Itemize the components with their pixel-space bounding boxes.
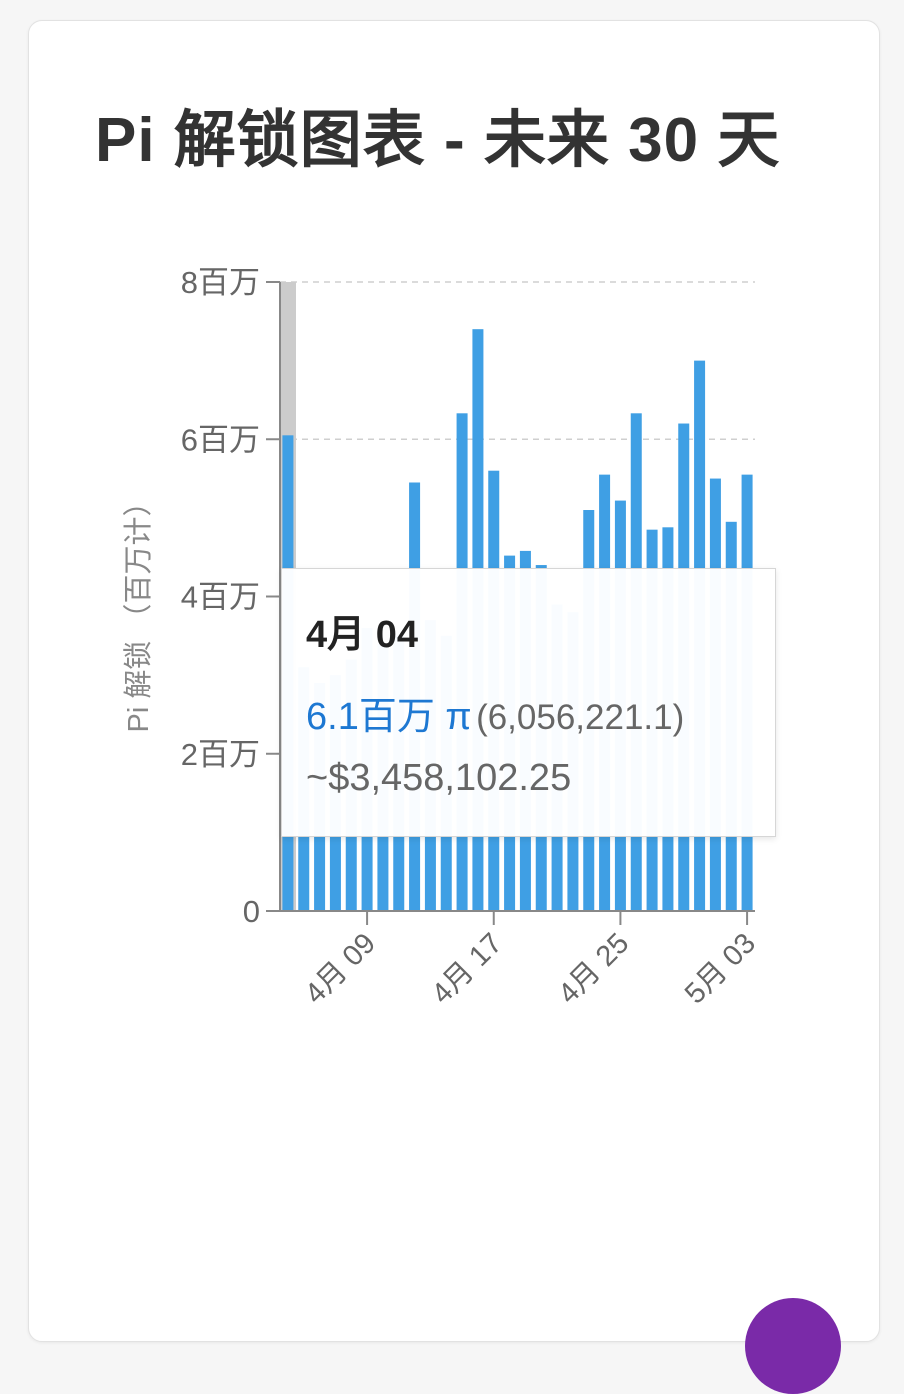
y-axis-title: Pi 解锁 （百万计） [122, 488, 155, 733]
y-tick-label: 4百万 [181, 580, 260, 615]
y-tick-label: 8百万 [181, 265, 260, 300]
tooltip-exact: (6,056,221.1) [476, 698, 685, 737]
floating-action-button[interactable] [745, 1298, 841, 1394]
x-tick-label: 4月 25 [552, 927, 635, 1010]
tooltip-amount: 6.1百万 π [306, 696, 472, 738]
tooltip-usd: ~$3,458,102.25 [306, 757, 572, 799]
card-title: Pi 解锁图表 - 未来 30 天 [95, 106, 781, 175]
y-tick-label: 0 [243, 894, 260, 929]
x-tick-label: 5月 03 [679, 927, 762, 1010]
x-tick-label: 4月 17 [426, 927, 509, 1010]
chart-tooltip: 4月 04 6.1百万 π (6,056,221.1) ~$3,458,102.… [281, 568, 776, 837]
x-tick-label: 4月 09 [299, 927, 382, 1010]
tooltip-date: 4月 04 [306, 614, 418, 656]
y-tick-label: 6百万 [181, 422, 260, 457]
y-tick-label: 2百万 [181, 737, 260, 772]
tooltip-amount-line: 6.1百万 π (6,056,221.1) [306, 685, 684, 740]
